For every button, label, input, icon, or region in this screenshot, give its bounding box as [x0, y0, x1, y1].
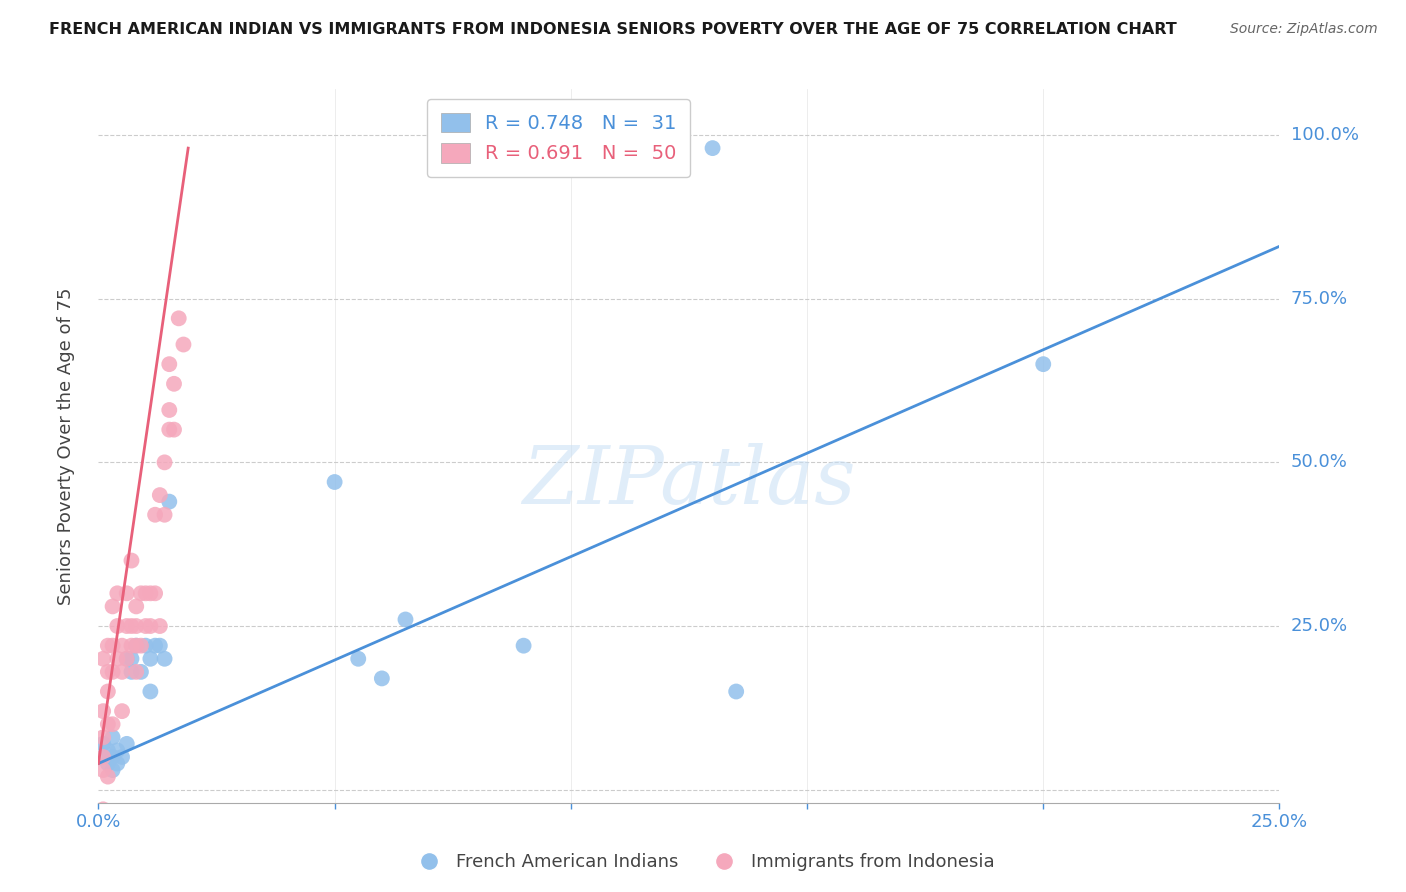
- Point: [115, 652, 138, 666]
- Point: [97, 756, 120, 771]
- Point: [157, 494, 180, 508]
- Point: [115, 586, 138, 600]
- Point: [125, 639, 148, 653]
- Point: [121, 652, 143, 666]
- Point: [125, 599, 148, 614]
- Point: [157, 357, 180, 371]
- Text: Source: ZipAtlas.com: Source: ZipAtlas.com: [1230, 22, 1378, 37]
- Point: [97, 684, 120, 698]
- Point: [129, 639, 152, 653]
- Point: [105, 586, 128, 600]
- Point: [167, 311, 190, 326]
- Point: [163, 376, 186, 391]
- Text: 50.0%: 50.0%: [1291, 453, 1347, 471]
- Point: [101, 599, 124, 614]
- Point: [143, 508, 166, 522]
- Point: [115, 619, 138, 633]
- Point: [105, 619, 128, 633]
- Point: [163, 423, 186, 437]
- Point: [323, 475, 346, 489]
- Point: [702, 141, 724, 155]
- Point: [125, 619, 148, 633]
- Point: [97, 639, 120, 653]
- Text: FRENCH AMERICAN INDIAN VS IMMIGRANTS FROM INDONESIA SENIORS POVERTY OVER THE AGE: FRENCH AMERICAN INDIAN VS IMMIGRANTS FRO…: [49, 22, 1177, 37]
- Point: [115, 652, 138, 666]
- Point: [125, 639, 148, 653]
- Point: [347, 652, 370, 666]
- Legend: R = 0.748   N =  31, R = 0.691   N =  50: R = 0.748 N = 31, R = 0.691 N = 50: [427, 99, 690, 177]
- Point: [121, 619, 143, 633]
- Text: 100.0%: 100.0%: [1291, 126, 1358, 144]
- Point: [143, 586, 166, 600]
- Point: [115, 737, 138, 751]
- Point: [157, 403, 180, 417]
- Point: [135, 639, 157, 653]
- Text: ZIPatlas: ZIPatlas: [522, 443, 856, 520]
- Point: [135, 619, 157, 633]
- Point: [91, 763, 114, 777]
- Point: [149, 639, 172, 653]
- Point: [153, 508, 176, 522]
- Point: [394, 612, 416, 626]
- Point: [149, 619, 172, 633]
- Point: [111, 750, 134, 764]
- Point: [97, 770, 120, 784]
- Point: [121, 639, 143, 653]
- Text: 25.0%: 25.0%: [1291, 617, 1348, 635]
- Point: [725, 684, 748, 698]
- Point: [111, 704, 134, 718]
- Point: [97, 717, 120, 731]
- Point: [139, 619, 162, 633]
- Point: [101, 665, 124, 679]
- Point: [139, 586, 162, 600]
- Point: [97, 743, 120, 757]
- Text: 75.0%: 75.0%: [1291, 290, 1348, 308]
- Point: [139, 652, 162, 666]
- Point: [121, 553, 143, 567]
- Point: [91, 750, 114, 764]
- Point: [101, 717, 124, 731]
- Point: [129, 665, 152, 679]
- Y-axis label: Seniors Poverty Over the Age of 75: Seniors Poverty Over the Age of 75: [56, 287, 75, 605]
- Point: [105, 743, 128, 757]
- Point: [111, 639, 134, 653]
- Point: [101, 639, 124, 653]
- Legend: French American Indians, Immigrants from Indonesia: French American Indians, Immigrants from…: [404, 847, 1002, 879]
- Point: [153, 455, 176, 469]
- Point: [135, 586, 157, 600]
- Point: [1032, 357, 1054, 371]
- Point: [91, 652, 114, 666]
- Point: [125, 665, 148, 679]
- Point: [512, 639, 534, 653]
- Point: [153, 652, 176, 666]
- Point: [91, 802, 114, 816]
- Point: [101, 731, 124, 745]
- Point: [91, 704, 114, 718]
- Point: [105, 652, 128, 666]
- Point: [111, 665, 134, 679]
- Point: [143, 639, 166, 653]
- Point: [91, 750, 114, 764]
- Point: [172, 337, 194, 351]
- Point: [139, 684, 162, 698]
- Point: [101, 750, 124, 764]
- Point: [105, 756, 128, 771]
- Point: [97, 665, 120, 679]
- Point: [121, 665, 143, 679]
- Point: [129, 586, 152, 600]
- Point: [149, 488, 172, 502]
- Point: [91, 731, 114, 745]
- Point: [157, 423, 180, 437]
- Point: [101, 763, 124, 777]
- Point: [371, 672, 394, 686]
- Point: [91, 737, 114, 751]
